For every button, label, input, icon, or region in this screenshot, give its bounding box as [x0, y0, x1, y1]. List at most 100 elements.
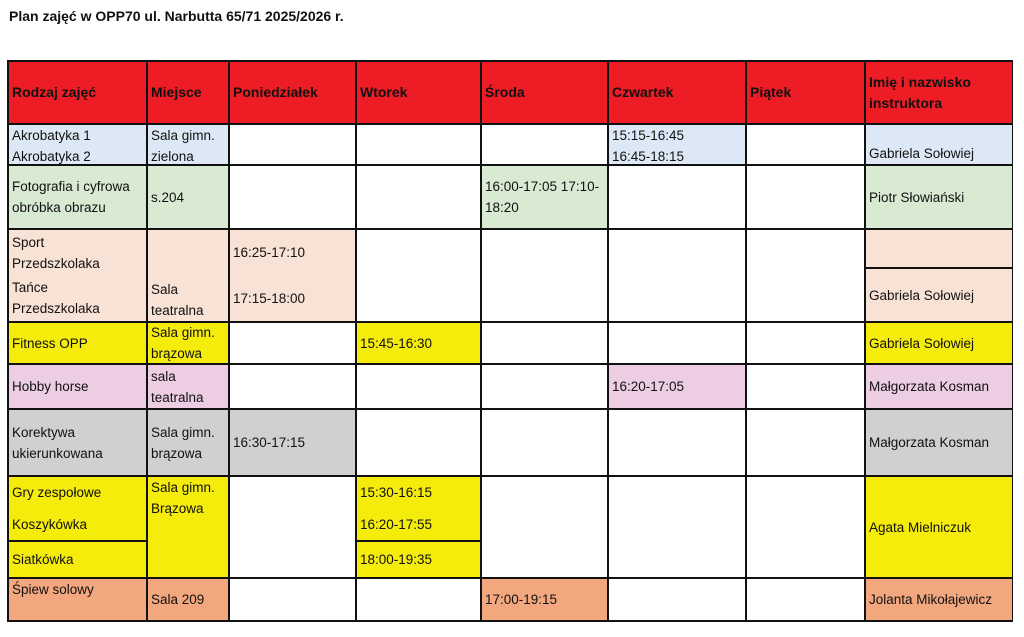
place-cell: Sala gimn. brązowa — [148, 410, 228, 475]
time-cell — [230, 323, 355, 363]
instructor-cell: Małgorzata Kosman — [866, 410, 1012, 475]
header-cell: Imię i nazwisko instruktora — [866, 62, 1012, 123]
place-cell: Sala gimn. Brązowa — [148, 477, 228, 577]
time-cell: 18:00-19:35 — [357, 542, 480, 577]
cell-text: 16:00-17:05 17:10- 18:20 — [485, 179, 600, 215]
time-cell — [230, 365, 355, 408]
time-cell — [230, 125, 355, 164]
time-cell — [482, 230, 607, 321]
time-cell — [357, 365, 480, 408]
cell-text: Akrobatyka 1 Akrobatyka 2 — [12, 128, 91, 164]
activity-cell: Fitness OPP — [9, 323, 146, 363]
cell-text: 16:25-17:10 — [233, 245, 306, 261]
activity-cell: Gry zespołowe Koszykówka — [9, 477, 146, 540]
header-cell: Środa — [482, 62, 607, 123]
time-cell — [357, 230, 480, 321]
time-cell — [747, 579, 864, 620]
activity-cell: Fotografia i cyfrowa obróbka obrazu — [9, 166, 146, 228]
time-cell — [747, 477, 864, 577]
time-cell — [357, 579, 480, 620]
header-cell: Rodzaj zajęć — [9, 62, 146, 123]
cell-text: Piątek — [750, 84, 792, 100]
instructor-cell — [866, 230, 1012, 267]
time-cell — [357, 125, 480, 164]
cell-text: Sala gimn. zielona — [151, 128, 215, 164]
time-cell: 16:20-17:05 — [609, 365, 745, 408]
time-cell: 17:00-19:15 — [482, 579, 607, 620]
cell-text: 15:30-16:15 — [360, 485, 433, 501]
cell-text: Korektywa ukierunkowana — [12, 424, 103, 461]
cell-text: Poniedziałek — [233, 84, 318, 100]
cell-text: Śpiew solowy — [12, 582, 94, 597]
cell-text: Czwartek — [612, 84, 674, 100]
time-cell — [747, 410, 864, 475]
instructor-cell: Gabriela Sołowiej — [866, 323, 1012, 363]
header-cell: Piątek — [747, 62, 864, 123]
cell-text: Sala 209 — [151, 592, 205, 607]
instructor-cell: Małgorzata Kosman — [866, 365, 1012, 408]
time-cell — [482, 410, 607, 475]
cell-text: 18:00-19:35 — [360, 552, 433, 567]
header-cell: Poniedziałek — [230, 62, 355, 123]
cell-text: Miejsce — [151, 84, 202, 100]
cell-text: Sport Przedszkolaka — [12, 234, 100, 271]
page-title: Plan zajęć w OPP70 ul. Narbutta 65/71 20… — [9, 8, 344, 24]
cell-text: Imię i nazwisko instruktora — [869, 73, 971, 111]
time-cell — [482, 323, 607, 363]
place-cell: Sala teatralna — [148, 230, 228, 321]
cell-text: Hobby horse — [12, 379, 89, 394]
activity-cell: Śpiew solowy — [9, 579, 146, 620]
time-cell — [609, 230, 745, 321]
time-cell — [609, 579, 745, 620]
cell-text: Jolanta Mikołajewicz — [869, 592, 993, 607]
place-cell: sala teatralna — [148, 365, 228, 408]
header-cell: Czwartek — [609, 62, 745, 123]
time-cell: 16:25-17:10 17:15-18:00 — [230, 230, 355, 321]
cell-text: 17:15-18:00 — [233, 290, 306, 306]
place-cell: Sala gimn. zielona — [148, 125, 228, 164]
activity-cell: Siatkówka — [9, 542, 146, 577]
time-cell — [609, 166, 745, 228]
cell-text: Małgorzata Kosman — [869, 435, 990, 450]
cell-text: Sala gimn. brązowa — [151, 325, 215, 361]
time-cell — [357, 410, 480, 475]
cell-text: Wtorek — [360, 84, 408, 100]
time-cell — [747, 166, 864, 228]
cell-text: Środa — [485, 84, 525, 100]
instructor-cell: Piotr Słowiański — [866, 166, 1012, 228]
cell-text: Sala teatralna — [151, 282, 204, 318]
cell-text: Gabriela Sołowiej — [869, 335, 975, 351]
instructor-cell: Agata Mielniczuk — [866, 477, 1012, 577]
cell-text: Małgorzata Kosman — [869, 379, 990, 394]
cell-text: 16:20-17:55 — [360, 516, 433, 532]
time-cell — [230, 579, 355, 620]
activity-cell: Korektywa ukierunkowana — [9, 410, 146, 475]
schedule-table: Rodzaj zajęć Miejsce Poniedziałek Wtorek Śro… — [7, 60, 1013, 622]
cell-text: s.204 — [151, 189, 185, 205]
time-cell — [747, 125, 864, 164]
place-cell: Sala gimn. brązowa — [148, 323, 228, 363]
cell-text: Sala gimn. Brązowa — [151, 480, 215, 516]
cell-text: Tańce Przedszkolaka — [12, 280, 100, 317]
cell-text: 15:45-16:30 — [360, 335, 433, 351]
activity-cell: Hobby horse — [9, 365, 146, 408]
cell-text: Piotr Słowiański — [869, 189, 965, 205]
header-cell: Miejsce — [148, 62, 228, 123]
place-cell: Sala 209 — [148, 579, 228, 620]
time-cell — [482, 477, 607, 577]
time-cell — [357, 166, 480, 228]
time-cell — [747, 365, 864, 408]
activity-cell: Akrobatyka 1 Akrobatyka 2 — [9, 125, 146, 164]
time-cell — [230, 166, 355, 228]
time-cell — [482, 125, 607, 164]
time-cell: 15:30-16:15 16:20-17:55 — [357, 477, 480, 540]
instructor-cell: Jolanta Mikołajewicz — [866, 579, 1012, 620]
time-cell: 15:45-16:30 — [357, 323, 480, 363]
cell-text: 16:30-17:15 — [233, 435, 306, 450]
time-cell — [482, 365, 607, 408]
header-cell: Wtorek — [357, 62, 480, 123]
cell-text: Sala gimn. brązowa — [151, 424, 215, 461]
instructor-cell: Gabriela Sołowiej — [866, 125, 1012, 164]
cell-text: 15:15-16:45 16:45-18:15 — [612, 128, 685, 164]
cell-text: Gry zespołowe — [12, 485, 102, 501]
